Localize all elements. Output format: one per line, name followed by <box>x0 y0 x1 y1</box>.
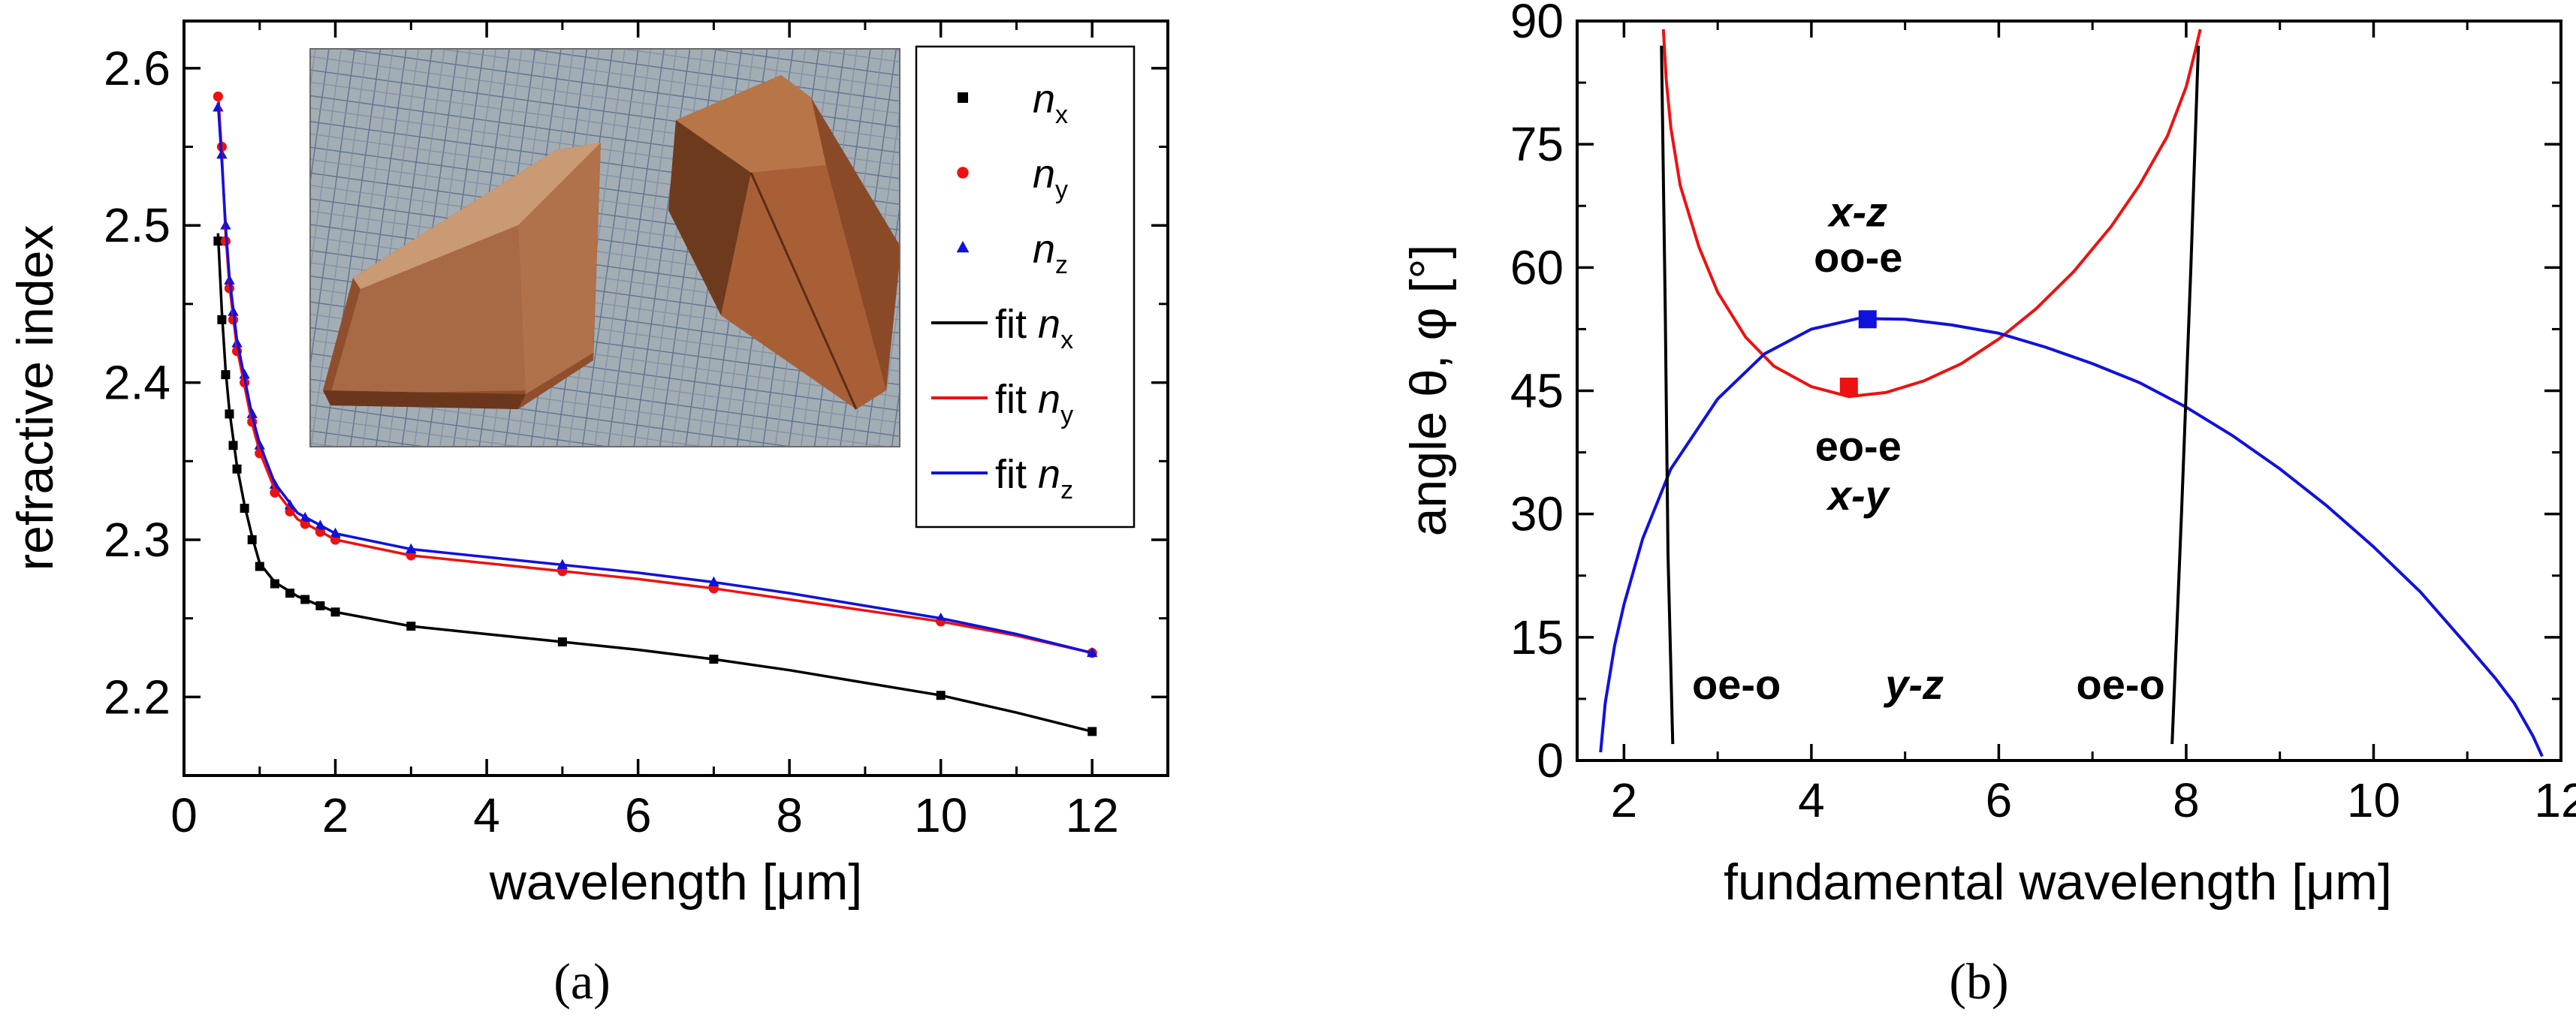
series-max-eo-e <box>1839 378 1858 396</box>
legend-marker <box>956 240 970 253</box>
chart-b-series <box>1599 29 2544 757</box>
max-angle-marker <box>1858 310 1877 329</box>
legend-marker <box>957 167 969 179</box>
chart-b-xlabel: fundamental wavelength [μm] <box>1724 854 2392 911</box>
phase-matching-curve <box>1660 45 1675 745</box>
chart-b-ylabel: angle θ, φ [°] <box>1400 245 1457 537</box>
chart-b-tick-labels: 2 4 6 8 10 12 0 15 30 45 60 75 90 <box>1510 0 2576 827</box>
legend-label: fit nz <box>995 452 1073 504</box>
y-tick-label: 2.4 <box>104 356 170 410</box>
chart-a-frame <box>182 20 1169 777</box>
y-tick-label: 30 <box>1510 487 1564 541</box>
series-fit-n_z <box>216 102 1093 655</box>
chart-b-ticks <box>1577 20 2562 762</box>
legend-item-n_y: ny <box>957 152 1068 204</box>
x-tick-label: 12 <box>1066 788 1119 842</box>
crystal-photo-icon <box>309 48 900 447</box>
chart-b: 2 4 6 8 10 12 0 15 30 45 60 75 90 x-zoo-e eo-ex-y oe-o… <box>1400 0 2576 1010</box>
data-point-y <box>270 487 280 498</box>
chart-a-ticks <box>182 21 1168 776</box>
chart-a-tick-labels: 0 2 4 6 8 10 12 2.2 2.3 2.4 2.5 2.6 <box>104 41 1119 842</box>
phase-matching-curve <box>1599 317 2544 757</box>
max-angle-marker <box>1839 378 1858 396</box>
annotation-label: oe-o <box>2077 661 2165 708</box>
fit-line-z <box>216 102 1093 655</box>
series-oe-o-y-z-right <box>2170 45 2200 745</box>
series-oo-e-x-z <box>1599 317 2544 757</box>
y-tick-label: 60 <box>1510 240 1564 294</box>
annotation-label: x-y <box>1826 471 1891 519</box>
chart-a-ylabel: refractive index <box>7 224 64 571</box>
x-tick-label: 12 <box>2534 773 2576 827</box>
y-tick-label: 2.3 <box>104 513 170 567</box>
legend-label: ny <box>1033 152 1068 204</box>
x-tick-label: 0 <box>170 788 198 842</box>
y-tick-label: 2.6 <box>104 41 170 95</box>
phase-matching-curve <box>2170 45 2200 745</box>
y-tick-label: 45 <box>1510 364 1564 418</box>
legend-label: fit ny <box>995 377 1073 429</box>
x-tick-label: 6 <box>1986 773 2013 827</box>
legend-item-n_x: nx <box>958 77 1068 129</box>
annotation-label: eo-e <box>1815 423 1902 470</box>
legend-label: nx <box>1033 77 1068 129</box>
series-eo-e-x-y <box>1661 29 2202 399</box>
x-tick-label: 10 <box>2347 773 2400 827</box>
legend-item-fit-n_x: fit nx <box>931 302 1073 354</box>
y-tick-label: 90 <box>1510 0 1564 48</box>
legend-label: fit nx <box>995 302 1073 354</box>
legend-box <box>915 45 1136 529</box>
y-tick-label: 2.2 <box>104 670 170 724</box>
legend-item-fit-n_y: fit ny <box>931 377 1073 429</box>
y-tick-label: 15 <box>1510 610 1564 664</box>
annotation-label: x-z <box>1826 188 1887 236</box>
data-point-x <box>1087 727 1097 736</box>
chart-a-series <box>213 91 1098 736</box>
x-tick-label: 8 <box>2173 773 2200 827</box>
x-tick-label: 10 <box>914 788 967 842</box>
y-tick-label: 2.5 <box>104 198 170 252</box>
chart-b-annotations: x-zoo-e eo-ex-y oe-o y-z oe-o <box>1692 188 2165 708</box>
series-oe-o-y-z-left <box>1660 45 1675 745</box>
y-tick-label: 75 <box>1510 117 1564 171</box>
chart-b-caption: (b) <box>1949 953 2008 1010</box>
legend-item-n_z: nz <box>956 227 1068 279</box>
x-tick-label: 6 <box>625 788 652 842</box>
annotation-label: y-z <box>1883 661 1944 708</box>
chart-a-legend: nx ny nz fit nx fit ny fit nz <box>915 45 1136 529</box>
x-tick-label: 2 <box>322 788 349 842</box>
legend-item-fit-n_z: fit nz <box>931 452 1073 504</box>
x-tick-label: 4 <box>473 788 500 842</box>
phase-matching-curve <box>1661 29 2202 399</box>
x-tick-label: 4 <box>1798 773 1825 827</box>
legend-marker <box>958 92 968 103</box>
chart-a-caption: (a) <box>554 953 610 1010</box>
annotation-label: oo-e <box>1814 233 1902 281</box>
fit-line-x <box>216 233 1093 733</box>
chart-a: 0 2 4 6 8 10 12 2.2 2.3 2.4 2.5 2.6 <box>7 20 1169 1010</box>
y-tick-label: 0 <box>1537 733 1564 788</box>
series-fit-n_x <box>216 233 1093 733</box>
series-max-oo-e <box>1858 310 1877 329</box>
legend-label: nz <box>1033 227 1068 279</box>
annotation-label: oe-o <box>1692 661 1781 708</box>
x-tick-label: 8 <box>776 788 803 842</box>
x-tick-label: 2 <box>1611 773 1638 827</box>
chart-a-xlabel: wavelength [μm] <box>489 854 863 911</box>
